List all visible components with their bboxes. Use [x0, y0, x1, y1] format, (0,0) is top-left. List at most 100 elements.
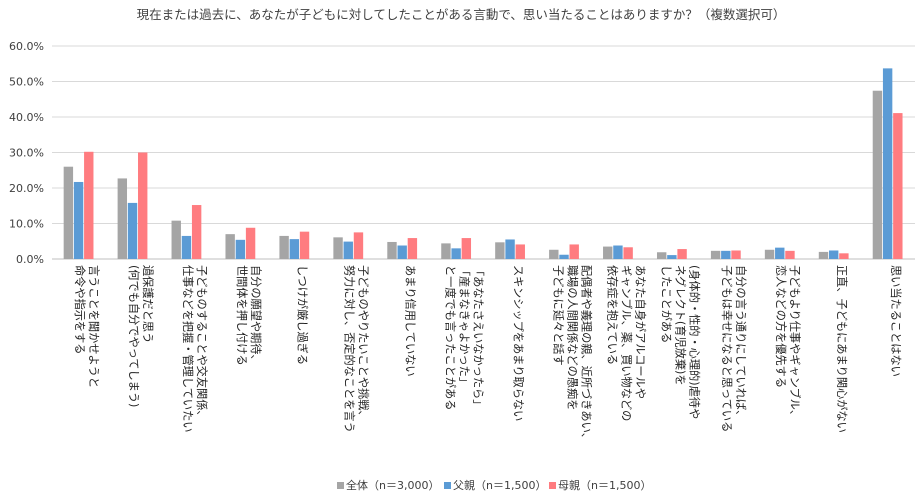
- legend-label: 父親（n＝1,500）: [453, 479, 546, 492]
- bar: [613, 245, 623, 259]
- x-tick-label: 依存症を抱えている: [605, 265, 619, 365]
- chart-title: 現在または過去に、あなたが子どもに対してしたことがある言動で、思い当たることはあ…: [137, 7, 786, 22]
- x-tick-label: 子どものすることや交友関係、: [195, 265, 209, 422]
- x-tick-label: 「あなたさえいなかったら」: [472, 265, 485, 410]
- y-tick-label: 50.0%: [9, 76, 44, 89]
- y-tick-label: 0.0%: [16, 253, 44, 266]
- bar: [872, 90, 883, 259]
- x-tick-label: 努力に対し、否定的なことを言う: [343, 265, 357, 433]
- bar: [117, 178, 128, 259]
- bar: [451, 248, 461, 259]
- series-2: [84, 113, 903, 260]
- bar: [245, 227, 256, 259]
- x-tick-label: 思い当たることはない: [889, 265, 903, 377]
- legend-label: 全体（n＝3,000）: [346, 478, 439, 492]
- series-1: [73, 68, 893, 260]
- x-tick-label: 自分の願望や期待、: [249, 265, 263, 366]
- legend-item: 母親（n＝1,500）: [549, 479, 651, 492]
- x-tick-label: 言うことを聞かせようと: [87, 265, 100, 388]
- bar: [63, 166, 74, 259]
- bar: [559, 254, 569, 259]
- bar: [828, 250, 839, 259]
- bar: [785, 250, 795, 259]
- bar: [138, 152, 148, 259]
- x-tick-label: 自分の言う通りにしていれば、: [734, 265, 747, 421]
- legend-item: 父親（n＝1,500）: [444, 479, 546, 492]
- x-tick-label: 子どもは幸せになると思っている: [720, 265, 733, 432]
- legend-swatch: [337, 482, 344, 489]
- bar: [191, 205, 202, 259]
- bar: [656, 252, 667, 259]
- bar: [505, 239, 515, 259]
- legend-swatch: [444, 482, 451, 489]
- y-tick-label: 20.0%: [9, 182, 44, 195]
- bar: [677, 249, 687, 259]
- legend: 全体（n＝3,000） 父親（n＝1,500） 母親（n＝1,500）: [337, 478, 651, 492]
- bar: [397, 245, 407, 259]
- bar: [764, 249, 775, 259]
- x-tick-label: 命令や指示をする: [73, 265, 87, 355]
- bar: [73, 181, 84, 259]
- bar: [353, 232, 364, 260]
- bar: [461, 238, 472, 259]
- bar: [710, 250, 721, 259]
- x-tick-label: 職場の人間関係などの愚痴を: [565, 265, 579, 410]
- bars: [63, 68, 903, 260]
- x-tick-label: しつけが厳し過ぎる: [296, 265, 310, 365]
- x-tick-label: ギャンブル、薬、買い物などの: [619, 265, 633, 421]
- bar: [721, 250, 731, 259]
- y-axis: 0.0% 10.0% 20.0% 30.0% 40.0% 50.0% 60.0%: [9, 40, 44, 266]
- gridlines: [52, 45, 915, 260]
- x-tick-label: ネグレクト(育児放棄)を: [673, 265, 687, 386]
- x-tick-label: 世間体を押し付ける: [235, 265, 249, 366]
- x-tick-label: あまり信用していない: [404, 265, 417, 377]
- bar: [893, 113, 903, 259]
- bar: [549, 249, 559, 259]
- bar: [343, 241, 353, 259]
- x-tick-label: (何でも自分でやってしまう): [127, 265, 140, 407]
- y-tick-label: 60.0%: [9, 40, 44, 53]
- bar: [289, 239, 300, 259]
- bar: [225, 234, 235, 259]
- bar: [839, 253, 849, 259]
- bar: [84, 151, 94, 259]
- y-tick-label: 10.0%: [9, 218, 44, 231]
- bar: [387, 241, 397, 259]
- bar: [299, 231, 310, 259]
- bar: [569, 244, 579, 259]
- x-tick-label: 子どもより仕事やギャンブル、: [788, 265, 802, 421]
- bar: [333, 237, 343, 259]
- x-tick-label: 正直、子どもにあまり関心がない: [835, 265, 849, 433]
- bar: [407, 238, 418, 259]
- bar: [279, 235, 289, 259]
- bar: [171, 220, 181, 259]
- x-tick-label: 子どものやりたいことや挑戦、: [357, 265, 371, 422]
- x-tick-label: あなた自身がアルコールや: [633, 265, 647, 399]
- x-tick-label: スキンシップをあまり取らない: [511, 265, 524, 421]
- bar: [775, 247, 785, 259]
- y-tick-label: 40.0%: [9, 111, 44, 124]
- bar: [667, 255, 677, 259]
- bar: [441, 243, 451, 259]
- x-tick-label: したことがある: [659, 265, 673, 343]
- bar: [818, 251, 829, 259]
- x-tick-label: (身体的・性的・心理的)虐待や: [687, 265, 701, 419]
- legend-item: 全体（n＝3,000）: [337, 478, 439, 492]
- x-tick-label: 子どもに延々と話す: [551, 265, 565, 366]
- y-tick-label: 30.0%: [9, 147, 44, 160]
- x-tick-label: 配偶者や義理の親、近所づきあい、: [579, 265, 593, 444]
- x-tick-label: 恋人などの方を優先する: [774, 265, 788, 388]
- bar: [603, 246, 613, 259]
- bar: [235, 239, 246, 259]
- x-tick-label: 過保護だと思う: [141, 265, 155, 343]
- bar: [495, 242, 505, 259]
- x-tick-label: 「産まなきゃよかった」: [458, 265, 471, 388]
- bar: [127, 202, 138, 259]
- series-0: [63, 90, 883, 259]
- bar: [181, 235, 192, 259]
- x-tick-label: 仕事などを把握・管理していたい: [181, 265, 195, 432]
- x-tick-label: と一度でも言ったことがある: [444, 265, 458, 410]
- legend-swatch: [549, 482, 556, 489]
